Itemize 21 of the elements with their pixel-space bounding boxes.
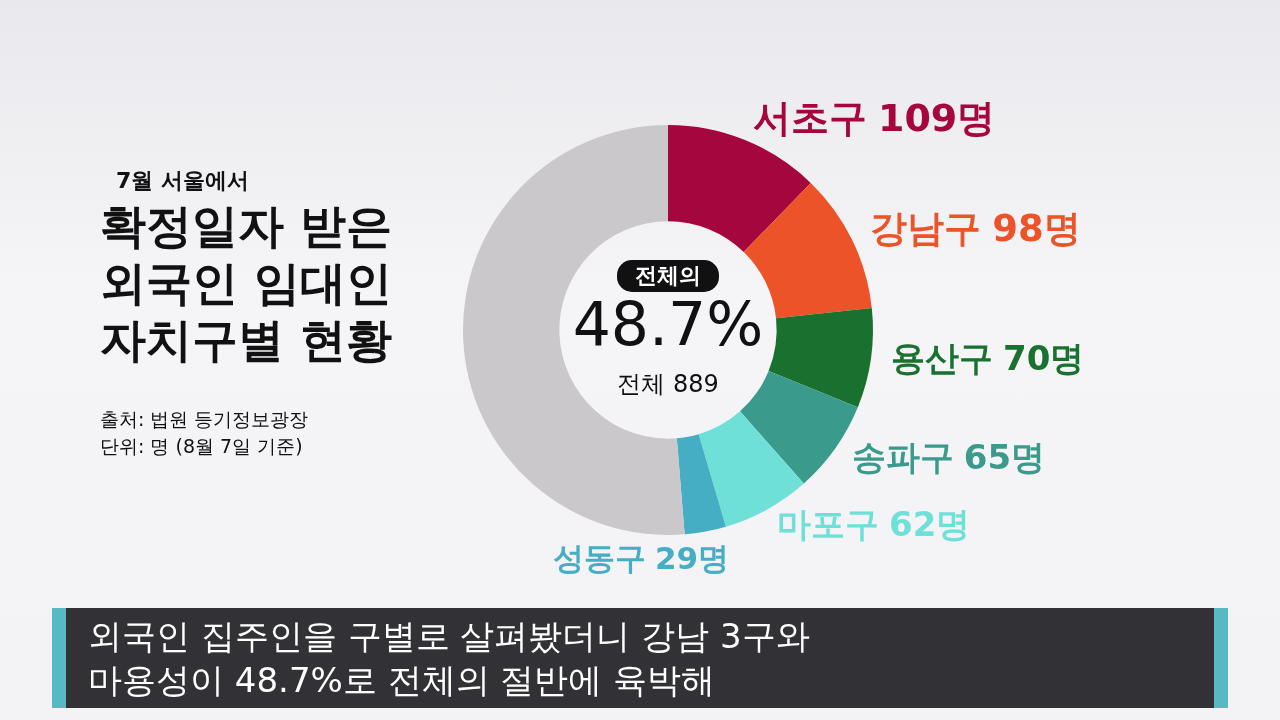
text: 전체의 [635,263,701,288]
data-label: 29명 [654,539,730,576]
slice-label: 마포구 [776,503,879,544]
text: 전체 889 [617,369,719,400]
slice-label: 서초구 [752,96,867,141]
text: 단위: 명 (8월 7일 기준) [100,434,303,459]
slice-label: 성동구 [552,539,646,576]
text: 7월 서울에서 [116,167,249,195]
text: 외국인 집주인을 구별로 살펴봤더니 강남 3구와 [88,615,811,658]
slice-label: 송파구 [851,436,954,477]
text: 확정일자 받은 외국인 임대인 자치구별 현황 [100,198,393,370]
data-label: 70명 [1003,338,1085,379]
slice-label: 강남구 [870,206,982,250]
source-note: 출처: 법원 등기정보광장 [100,407,309,432]
slice-label: 용산구 [890,338,993,379]
data-label: 98명 [992,206,1081,250]
data-label: 109명 [877,96,996,141]
text: 마용성이 48.7%로 전체의 절반에 육박해 [88,659,717,702]
text: 48.7% [572,289,764,359]
data-label: 65명 [963,436,1046,477]
data-label: 62명 [889,503,971,544]
